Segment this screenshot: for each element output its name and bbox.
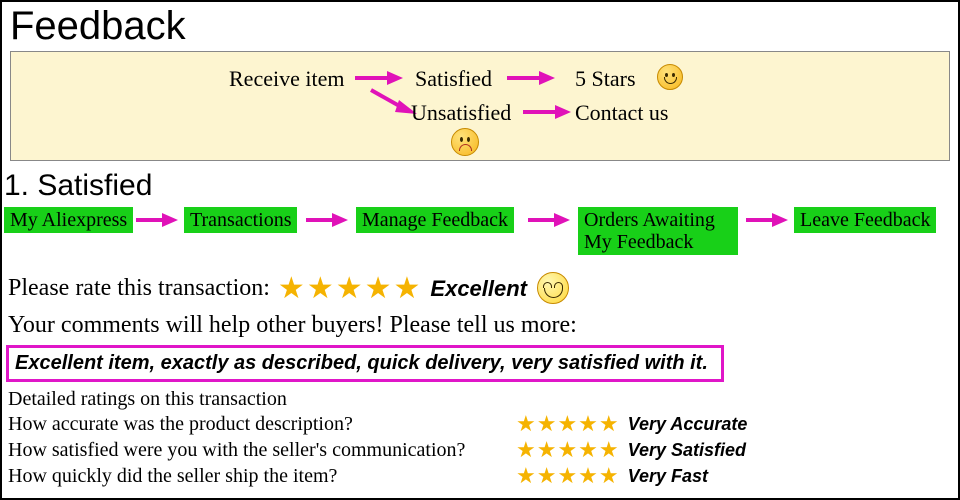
detail-row-accuracy: How accurate was the product description… [2, 411, 958, 437]
steps-row: My Aliexpress Transactions Manage Feedba… [4, 207, 956, 261]
comment-text: Excellent item, exactly as described, qu… [15, 352, 708, 374]
arrow-icon [134, 210, 178, 230]
flow-satisfied: Satisfied [415, 66, 492, 92]
arrow-icon [521, 102, 571, 122]
flow-unsatisfied: Unsatisfied [411, 100, 511, 126]
step-my-aliexpress[interactable]: My Aliexpress [4, 207, 133, 233]
arrow-diag-icon [367, 86, 417, 116]
detail-stars[interactable]: ★★★★★ [516, 463, 620, 489]
flow-contact: Contact us [575, 100, 669, 126]
detail-stars[interactable]: ★★★★★ [516, 437, 620, 463]
detail-row-shipping: How quickly did the seller ship the item… [2, 463, 958, 489]
arrow-icon [304, 210, 348, 230]
arrow-icon [744, 210, 788, 230]
flow-receive: Receive item [229, 66, 344, 92]
comment-input-box[interactable]: Excellent item, exactly as described, qu… [6, 345, 724, 382]
detailed-heading: Detailed ratings on this transaction [2, 386, 958, 411]
detail-label: Very Fast [628, 466, 708, 487]
sad-face-icon [451, 128, 479, 156]
detail-label: Very Satisfied [628, 440, 746, 461]
happy-face-icon [657, 64, 683, 90]
rate-row: Please rate this transaction: ★★★★★ Exce… [2, 267, 958, 306]
detail-question: How quickly did the seller ship the item… [8, 465, 508, 488]
detail-question: How satisfied were you with the seller's… [8, 439, 508, 462]
arrow-icon [353, 68, 403, 88]
step-orders-awaiting[interactable]: Orders Awaiting My Feedback [578, 207, 738, 255]
detail-label: Very Accurate [628, 414, 748, 435]
detail-row-communication: How satisfied were you with the seller's… [2, 437, 958, 463]
arrow-icon [505, 68, 555, 88]
flow-5stars: 5 Stars [575, 66, 636, 92]
big-smiley-icon [537, 272, 569, 304]
rating-text: Excellent [430, 276, 527, 302]
detail-question: How accurate was the product description… [8, 413, 508, 436]
step-manage-feedback[interactable]: Manage Feedback [356, 207, 514, 233]
step-leave-feedback[interactable]: Leave Feedback [794, 207, 936, 233]
arrow-icon [526, 210, 570, 230]
section-heading: 1. Satisfied [2, 167, 958, 205]
rating-stars[interactable]: ★★★★★ [278, 271, 422, 306]
detail-stars[interactable]: ★★★★★ [516, 411, 620, 437]
step-transactions[interactable]: Transactions [184, 207, 297, 233]
feedback-flow-box: Receive item Satisfied 5 Stars Unsatisfi… [10, 51, 950, 161]
comments-prompt: Your comments will help other buyers! Pl… [2, 306, 958, 343]
rate-label: Please rate this transaction: [8, 275, 270, 302]
page-title: Feedback [2, 2, 958, 49]
